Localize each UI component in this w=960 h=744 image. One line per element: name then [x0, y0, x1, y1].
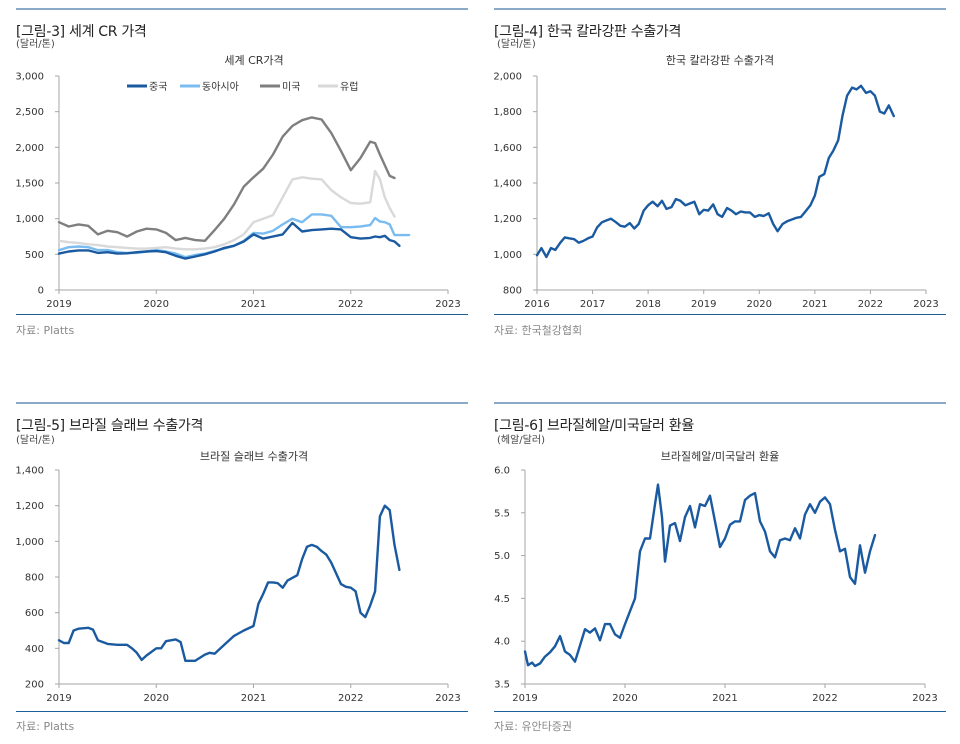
legend-label: 동아시아: [202, 81, 239, 93]
y-tick-label: 1,000: [15, 214, 44, 225]
y-axis-unit-label: (달러/톤): [16, 38, 55, 50]
x-tick-label: 2020: [144, 693, 169, 704]
y-tick-label: 4.0: [494, 637, 510, 648]
series-line-1: [57, 504, 401, 662]
figure-title: [그림-5] 브라질 슬래브 수출가격: [16, 418, 204, 434]
series-line-1: [523, 483, 877, 668]
source-note: 자료: Platts: [16, 720, 75, 733]
legend-label: 미국: [282, 81, 300, 93]
panel-bottom-rule: [16, 711, 468, 712]
y-tick-label: 3,000: [15, 72, 44, 83]
x-tick-label: 2023: [912, 693, 937, 704]
x-tick-label: 2017: [580, 299, 605, 310]
y-tick-label: 400: [25, 644, 44, 655]
x-tick-label: 2021: [802, 299, 827, 310]
y-tick-label: 1,000: [15, 537, 44, 548]
x-tick-label: 2020: [612, 693, 637, 704]
x-tick-label: 2021: [241, 693, 266, 704]
panel-bottom-rule: [494, 711, 946, 712]
panel-bottom-rule: [494, 314, 946, 315]
y-tick-label: 1,600: [493, 143, 522, 154]
x-tick-label: 2016: [524, 299, 549, 310]
series-line-1: [535, 84, 895, 259]
y-tick-label: 1,800: [493, 107, 522, 118]
x-tick-label: 2022: [812, 693, 837, 704]
chart-title: 브라질헤알/미국달러 환율: [661, 449, 780, 463]
legend-label: 중국: [149, 81, 167, 93]
x-tick-label: 2022: [338, 299, 363, 310]
y-axis-unit-label: (달러/톤): [16, 434, 55, 446]
y-tick-label: 6.0: [494, 466, 510, 477]
source-note: 자료: Platts: [16, 324, 75, 337]
x-tick-label: 2023: [435, 299, 460, 310]
y-tick-label: 1,400: [493, 179, 522, 190]
y-tick-label: 1,500: [15, 179, 44, 190]
figure-title: [그림-6] 브라질헤알/미국달러 환율: [494, 418, 694, 434]
x-tick-label: 2019: [46, 693, 71, 704]
y-tick-label: 3.5: [494, 680, 510, 691]
y-axis-unit-label: (헤알/달러): [497, 434, 545, 446]
panel-top-rule: [16, 402, 468, 404]
panel-top-rule: [494, 402, 946, 404]
y-tick-label: 5.5: [494, 508, 510, 519]
y-tick-label: 500: [25, 250, 44, 261]
figure-title: [그림-4] 한국 칼라강판 수출가격: [494, 24, 682, 40]
y-tick-label: 2,000: [493, 72, 522, 83]
panel-top-rule: [494, 8, 946, 10]
x-tick-label: 2023: [435, 693, 460, 704]
source-note: 자료: 한국철강협회: [494, 324, 583, 337]
series-line-4: [57, 169, 396, 251]
y-axis-unit-label: (달러/톤): [497, 38, 536, 50]
x-tick-label: 2019: [46, 299, 71, 310]
chart-title: 한국 칼라강판 수출가격: [666, 54, 774, 67]
x-tick-label: 2021: [712, 693, 737, 704]
y-tick-label: 2,500: [15, 107, 44, 118]
y-tick-label: 800: [503, 286, 522, 297]
x-tick-label: 2021: [241, 299, 266, 310]
x-tick-label: 2023: [913, 299, 938, 310]
x-tick-label: 2018: [635, 299, 660, 310]
series-line-3: [57, 116, 396, 242]
x-tick-label: 2022: [338, 693, 363, 704]
y-tick-label: 800: [25, 573, 44, 584]
y-tick-label: 1,200: [493, 214, 522, 225]
y-tick-label: 5.0: [494, 551, 510, 562]
x-tick-label: 2020: [144, 299, 169, 310]
chart-title: 세계 CR가격: [224, 54, 283, 67]
y-tick-label: 1,200: [15, 501, 44, 512]
panel-bottom-rule: [16, 314, 468, 315]
y-tick-label: 1,000: [493, 250, 522, 261]
y-tick-label: 0: [38, 286, 44, 297]
figure-title: [그림-3] 세계 CR 가격: [16, 24, 147, 40]
chart-title: 브라질 슬래브 수출가격: [200, 450, 308, 463]
x-tick-label: 2019: [512, 693, 537, 704]
y-tick-label: 200: [25, 680, 44, 691]
source-note: 자료: 유안타증권: [494, 720, 573, 733]
y-tick-label: 600: [25, 608, 44, 619]
x-tick-label: 2019: [691, 299, 716, 310]
y-tick-label: 2,000: [15, 143, 44, 154]
x-tick-label: 2022: [858, 299, 883, 310]
series-line-1: [57, 221, 401, 260]
panel-top-rule: [16, 8, 468, 10]
legend-label: 유럽: [340, 81, 358, 93]
y-tick-label: 4.5: [494, 594, 510, 605]
x-tick-label: 2020: [747, 299, 772, 310]
y-tick-label: 1,400: [15, 466, 44, 477]
